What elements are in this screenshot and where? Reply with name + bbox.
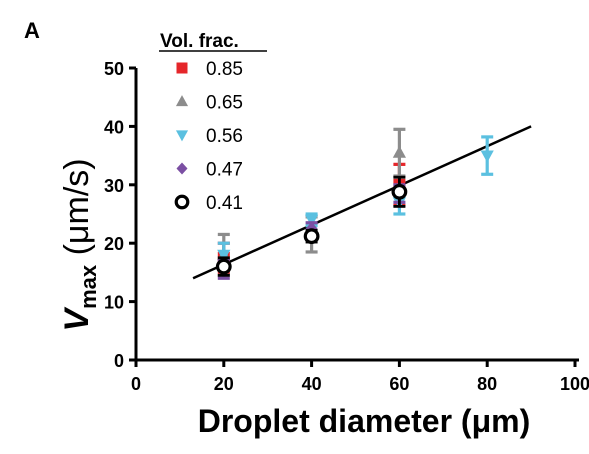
legend-label: 0.85: [206, 59, 243, 80]
y-axis-label-main: V: [58, 306, 96, 332]
y-tick-label: 40: [104, 117, 124, 137]
y-tick-label: 10: [104, 293, 124, 313]
x-tick-label: 100: [560, 374, 589, 394]
legend-label: 0.56: [206, 126, 243, 147]
x-tick-label: 80: [477, 374, 497, 394]
x-tick-label: 60: [389, 374, 409, 394]
data-point: [391, 183, 408, 200]
legend-label: 0.41: [206, 193, 243, 214]
legend-item: 0.41: [174, 193, 243, 214]
axes: [134, 68, 579, 362]
data-point: [480, 150, 494, 163]
x-axis-label: Droplet diameter (μm): [198, 403, 531, 439]
y-axis-label-sub: max: [76, 264, 101, 309]
y-tick-label: 50: [104, 59, 124, 79]
x-tick-label: 0: [131, 374, 141, 394]
legend-marker: [175, 95, 189, 107]
series-0-41: [215, 175, 408, 277]
legend-item: 0.47: [176, 160, 243, 181]
legend-marker: [176, 62, 188, 74]
legend-item: 0.85: [176, 59, 243, 80]
y-tick-label: 20: [104, 234, 124, 254]
data-point: [305, 214, 319, 227]
data-point: [217, 249, 231, 262]
data-points: [215, 127, 494, 280]
panel-label: A: [24, 18, 40, 43]
y-tick-label: 30: [104, 176, 124, 196]
fit-line: [192, 125, 532, 280]
x-tick-label: 40: [302, 374, 322, 394]
data-point: [392, 145, 406, 158]
legend-marker: [174, 194, 190, 210]
legend-item: 0.65: [175, 93, 243, 114]
y-axis-label-unit: (μm/s): [58, 158, 96, 264]
tick-labels: 0 20 40 60 80 100 0 10 20 30 40 50: [104, 59, 589, 394]
y-tick-label: 0: [114, 351, 124, 371]
tick-marks: [129, 66, 577, 367]
legend-label: 0.65: [206, 93, 243, 114]
legend-title: Vol. frac.: [160, 31, 239, 52]
series-0-56: [217, 135, 494, 269]
legend-marker: [175, 130, 189, 142]
data-point: [215, 258, 232, 275]
legend: Vol. frac. 0.85 0.65 0.56 0.47 0.41: [159, 31, 267, 214]
data-point: [303, 228, 320, 245]
fit-line-group: [192, 125, 532, 280]
legend-item: 0.56: [175, 126, 243, 147]
x-tick-label: 20: [214, 374, 234, 394]
y-axis-label: Vmax (μm/s): [58, 158, 101, 331]
legend-label: 0.47: [206, 160, 243, 181]
legend-marker: [176, 162, 188, 175]
